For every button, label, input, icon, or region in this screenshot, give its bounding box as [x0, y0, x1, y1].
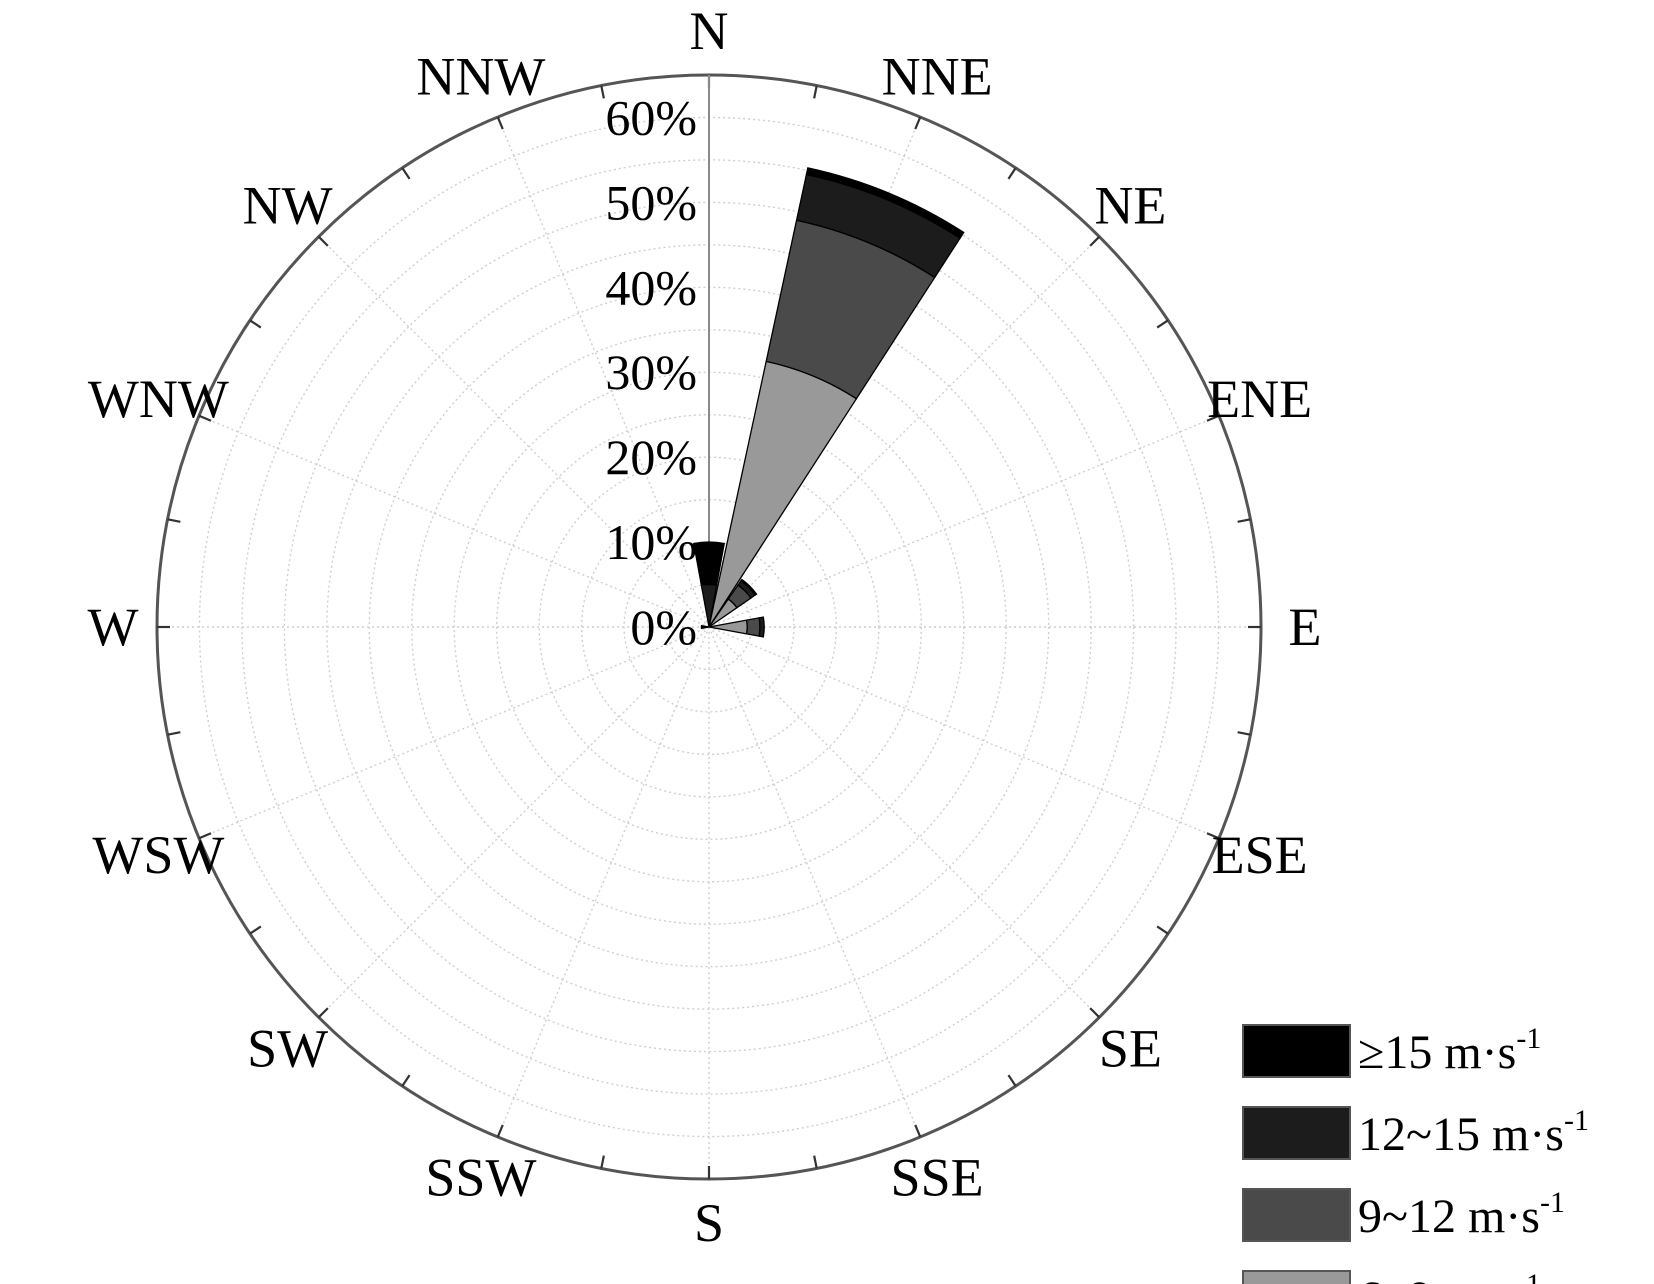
- legend-swatch: [1242, 1106, 1351, 1160]
- grid-spoke: [708, 415, 1220, 628]
- wedge-nne: [805, 167, 965, 240]
- outer-tick: [1007, 167, 1017, 180]
- direction-label-nw: NW: [243, 176, 333, 236]
- legend-label-superscript: -1: [1516, 1268, 1541, 1284]
- legend-label-text: ≥15 m·s: [1358, 1026, 1516, 1079]
- outer-tick: [914, 116, 922, 130]
- outer-tick: [1156, 319, 1169, 329]
- direction-label-wsw: WSW: [92, 825, 224, 885]
- grid-spoke: [708, 236, 1100, 628]
- radial-tick-label: 40%: [605, 259, 697, 315]
- grid-spoke: [708, 626, 1220, 839]
- legend-label: 12~15 m·s-1: [1358, 1104, 1589, 1161]
- wedge-e: [745, 617, 761, 637]
- outer-tick: [1206, 414, 1220, 422]
- grid-spoke: [708, 626, 921, 1138]
- legend-label-text: 12~15 m·s: [1358, 1108, 1564, 1161]
- outer-tick: [167, 731, 181, 736]
- outer-tick: [1089, 1007, 1101, 1019]
- wind-rose-bars: [692, 167, 965, 638]
- outer-tick: [600, 1155, 605, 1169]
- outer-tick: [1237, 731, 1251, 736]
- legend: ≥15 m·s-112~15 m·s-19~12 m·s-16~9 m·s-1: [1242, 1022, 1589, 1284]
- grid-spoke: [497, 626, 710, 1138]
- outer-tick: [198, 832, 212, 840]
- direction-label-w: W: [88, 597, 139, 657]
- outer-tick: [1156, 925, 1169, 935]
- legend-label-superscript: -1: [1564, 1104, 1589, 1137]
- grid-ring: [623, 541, 795, 713]
- outer-tick: [317, 1007, 329, 1019]
- direction-label-s: S: [694, 1193, 724, 1253]
- outer-tick: [198, 414, 212, 422]
- grid-spoke: [318, 236, 710, 628]
- outer-tick: [1206, 832, 1220, 840]
- legend-label-text: 6~9 m·s: [1358, 1272, 1516, 1284]
- direction-labels: N NNE NE ENE E ESE SE SSE S SSW SW WSW W WNW NW NNW: [88, 1, 1322, 1253]
- radial-tick-label: 20%: [605, 429, 697, 485]
- direction-label-sse: SSE: [891, 1148, 984, 1208]
- outer-tick: [496, 116, 504, 130]
- outer-tick: [249, 925, 262, 935]
- direction-label-e: E: [1289, 597, 1322, 657]
- legend-label-text: 9~12 m·s: [1358, 1190, 1540, 1243]
- direction-label-nne: NNE: [882, 46, 993, 106]
- wedge-w: [700, 624, 706, 630]
- radial-tick-label: 30%: [605, 344, 697, 400]
- radial-tick-labels: 0% 10% 20% 30% 40% 50% 60%: [605, 89, 697, 655]
- radial-tick-label: 50%: [605, 174, 697, 230]
- outer-tick: [249, 319, 262, 329]
- direction-label-nnw: NNW: [416, 46, 545, 106]
- direction-label-ssw: SSW: [425, 1148, 536, 1208]
- grid-spoke: [318, 626, 710, 1018]
- legend-label: ≥15 m·s-1: [1358, 1022, 1541, 1079]
- outer-tick: [401, 167, 411, 180]
- wedge-e: [758, 616, 765, 638]
- radial-tick-label: 0%: [630, 599, 697, 655]
- radial-tick-label: 10%: [605, 514, 697, 570]
- wedge-nne: [708, 360, 858, 628]
- outer-tick: [496, 1124, 504, 1138]
- outer-tick: [813, 1155, 818, 1169]
- legend-swatch: [1242, 1024, 1351, 1078]
- direction-label-ne: NE: [1094, 176, 1166, 236]
- legend-label: 6~9 m·s-1: [1358, 1268, 1541, 1284]
- grid-spoke: [198, 626, 710, 839]
- grid-spoke: [198, 415, 710, 628]
- direction-label-n: N: [690, 1, 729, 61]
- direction-label-wnw: WNW: [88, 369, 229, 429]
- outer-tick: [1007, 1074, 1017, 1087]
- direction-label-se: SE: [1099, 1018, 1162, 1078]
- outer-tick: [317, 235, 329, 247]
- outer-tick: [813, 85, 818, 99]
- outer-tick: [167, 518, 181, 523]
- direction-label-ese: ESE: [1212, 825, 1308, 885]
- outer-tick: [1237, 518, 1251, 523]
- outer-tick: [401, 1074, 411, 1087]
- legend-label-superscript: -1: [1516, 1022, 1541, 1055]
- outer-tick: [1089, 235, 1101, 247]
- grid-spoke: [497, 116, 710, 628]
- grid-spoke: [708, 626, 1100, 1018]
- outer-tick: [914, 1124, 922, 1138]
- wedge-n: [692, 541, 726, 586]
- legend-label: 9~12 m·s-1: [1358, 1186, 1565, 1243]
- legend-swatch: [1242, 1270, 1351, 1284]
- legend-label-superscript: -1: [1540, 1186, 1565, 1219]
- legend-swatch: [1242, 1188, 1351, 1242]
- direction-label-ene: ENE: [1207, 369, 1312, 429]
- outer-tick: [600, 85, 605, 99]
- wedge-ne: [739, 578, 758, 597]
- radial-tick-label: 60%: [605, 89, 697, 145]
- direction-label-sw: SW: [247, 1018, 328, 1078]
